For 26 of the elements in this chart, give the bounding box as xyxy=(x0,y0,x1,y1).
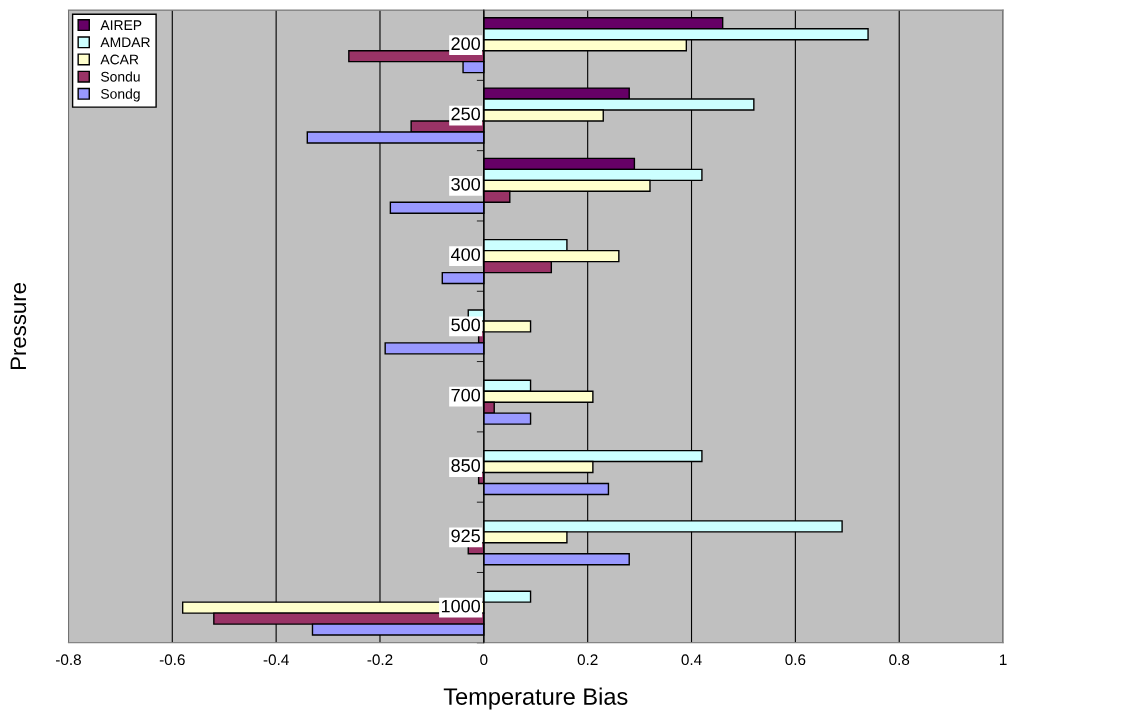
legend-label: Sondg xyxy=(101,88,140,102)
x-tick-label: 1 xyxy=(999,654,1007,665)
y-tick-label: 850 xyxy=(451,459,481,472)
x-tick-label: -0.6 xyxy=(159,654,185,666)
y-tick-label: 500 xyxy=(451,318,481,332)
x-tick-label: 0 xyxy=(480,654,488,666)
legend-label: AMDAR xyxy=(100,37,150,48)
x-tick-label: 0.2 xyxy=(577,654,598,666)
y-axis-title: Pressure xyxy=(10,282,27,370)
y-tick-label: 300 xyxy=(451,177,481,191)
x-axis-title: Temperature Bias xyxy=(443,687,628,710)
y-tick-label: 250 xyxy=(451,107,481,121)
x-tick-label: -0.2 xyxy=(367,654,393,666)
y-tick-label: 200 xyxy=(451,37,481,51)
x-tick-label: -0.4 xyxy=(263,654,289,666)
y-tick-label: 700 xyxy=(451,388,481,402)
y-tick-label: 400 xyxy=(451,248,481,261)
y-tick-label: 925 xyxy=(451,529,480,543)
x-tick-label: 0.8 xyxy=(889,654,910,666)
legend-label: Sondu xyxy=(101,71,140,82)
x-tick-label: -0.8 xyxy=(55,654,81,666)
y-tick-label: 1000 xyxy=(441,599,481,613)
legend-label: ACAR xyxy=(100,54,139,65)
legend-label: AIREP xyxy=(100,20,142,30)
x-tick-label: 0.6 xyxy=(785,654,806,666)
x-tick-label: 0.4 xyxy=(681,654,702,666)
